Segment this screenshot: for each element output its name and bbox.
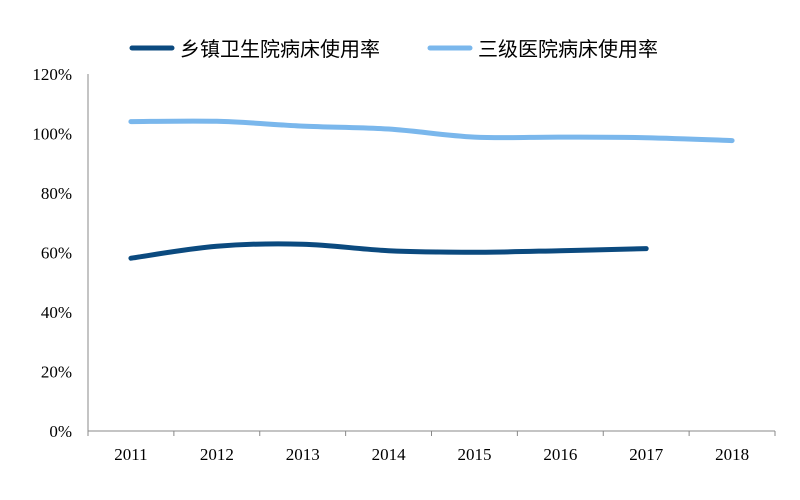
x-tick-label: 2012	[200, 445, 234, 464]
legend-item-series-2: 三级医院病床使用率	[427, 37, 658, 61]
tick-labels: 0% 20% 40% 60% 80% 100% 120% 2011 2012 2013 2014 20…	[32, 65, 749, 464]
series-lines	[128, 118, 735, 261]
y-tick-label: 80%	[41, 184, 72, 203]
x-tick-label: 2016	[543, 445, 577, 464]
axes	[87, 74, 776, 436]
x-tick-label: 2013	[286, 445, 320, 464]
legend-label-series-2: 三级医院病床使用率	[478, 37, 658, 61]
y-tick-label: 20%	[41, 363, 72, 382]
legend-item-series-1: 乡镇卫生院病床使用率	[129, 37, 380, 61]
x-tick-label: 2014	[372, 445, 407, 464]
legend: 乡镇卫生院病床使用率 三级医院病床使用率	[129, 37, 658, 61]
y-tick-label: 0%	[49, 422, 72, 441]
legend-label-series-1: 乡镇卫生院病床使用率	[180, 37, 380, 61]
y-tick-label: 60%	[41, 244, 72, 263]
x-tick-label: 2017	[629, 445, 664, 464]
x-tick-label: 2015	[457, 445, 491, 464]
x-tick-label: 2018	[715, 445, 749, 464]
y-tick-label: 120%	[32, 65, 72, 84]
y-tick-label: 100%	[32, 125, 72, 144]
series-line-1	[128, 241, 649, 261]
y-tick-label: 40%	[41, 303, 72, 322]
x-tick-label: 2011	[114, 445, 147, 464]
series-line-2	[128, 118, 735, 144]
